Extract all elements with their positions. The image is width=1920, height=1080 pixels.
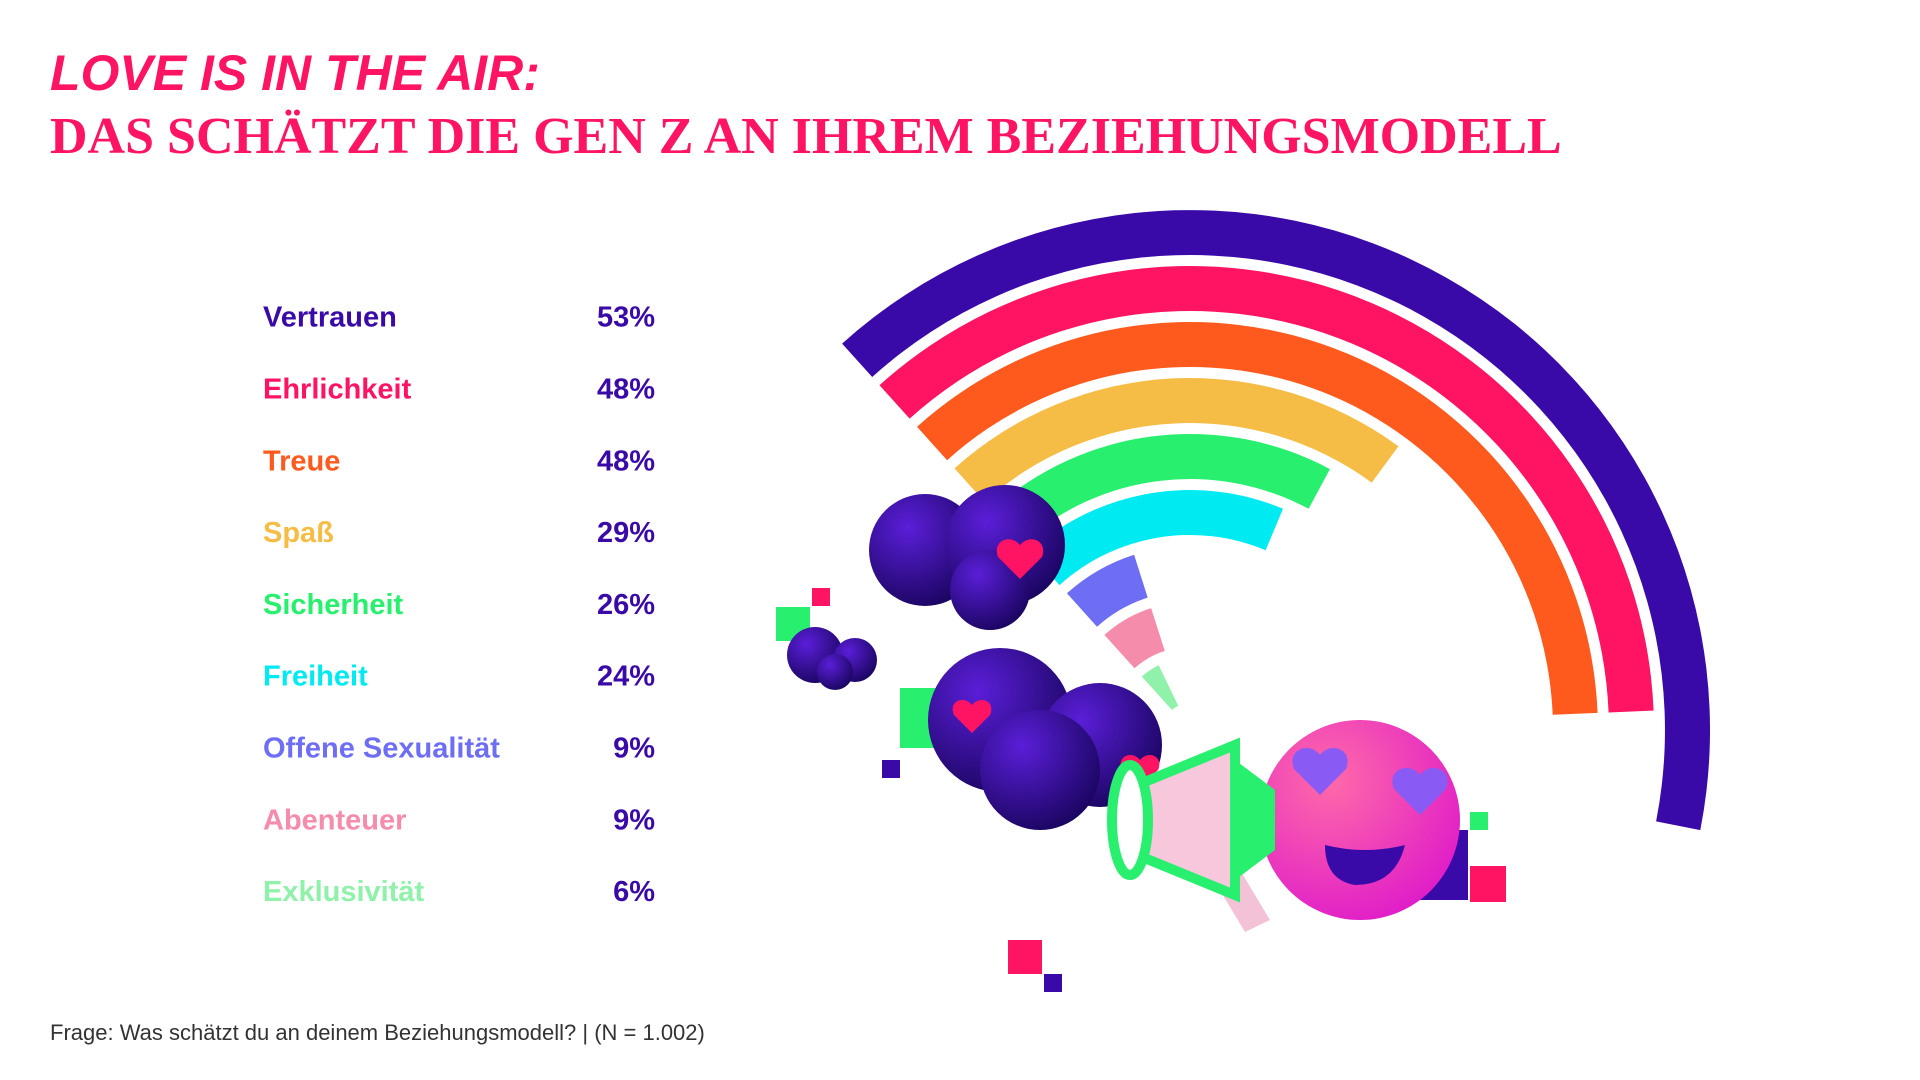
category-label: Offene Sexualität <box>263 732 500 764</box>
category-label: Spaß <box>263 517 334 549</box>
category-label: Vertrauen <box>263 302 397 334</box>
value-label: 53% <box>597 302 655 334</box>
arc-bar <box>991 433 1330 544</box>
value-label: 6% <box>613 876 655 908</box>
category-label: Treue <box>263 445 340 477</box>
arc-bar <box>917 322 1598 715</box>
arc-bar <box>954 377 1399 502</box>
value-label: 48% <box>597 445 655 477</box>
value-label: 9% <box>613 732 655 764</box>
chart-title: LOVE IS IN THE AIR: <box>50 45 540 101</box>
value-label: 29% <box>597 517 655 549</box>
arc-bar <box>1104 608 1165 669</box>
category-label: Sicherheit <box>263 589 404 621</box>
arc-bar <box>1029 490 1283 586</box>
category-label: Abenteuer <box>263 804 406 836</box>
arc-bar <box>1066 554 1148 627</box>
value-label: 48% <box>597 373 655 405</box>
arc-bar <box>879 265 1654 713</box>
arcs <box>842 210 1711 831</box>
value-label: 24% <box>597 661 655 693</box>
footnote: Frage: Was schätzt du an deinem Beziehun… <box>50 1020 705 1045</box>
value-label: 26% <box>597 589 655 621</box>
category-label: Freiheit <box>263 661 368 693</box>
category-label: Ehrlichkeit <box>263 373 412 405</box>
arc-bar <box>1141 665 1179 710</box>
decoration <box>776 485 1506 992</box>
category-label: Exklusivität <box>263 876 425 908</box>
chart-subtitle: DAS SCHÄTZT DIE GEN Z AN IHREM BEZIEHUNG… <box>50 108 1562 165</box>
value-label: 9% <box>613 804 655 836</box>
